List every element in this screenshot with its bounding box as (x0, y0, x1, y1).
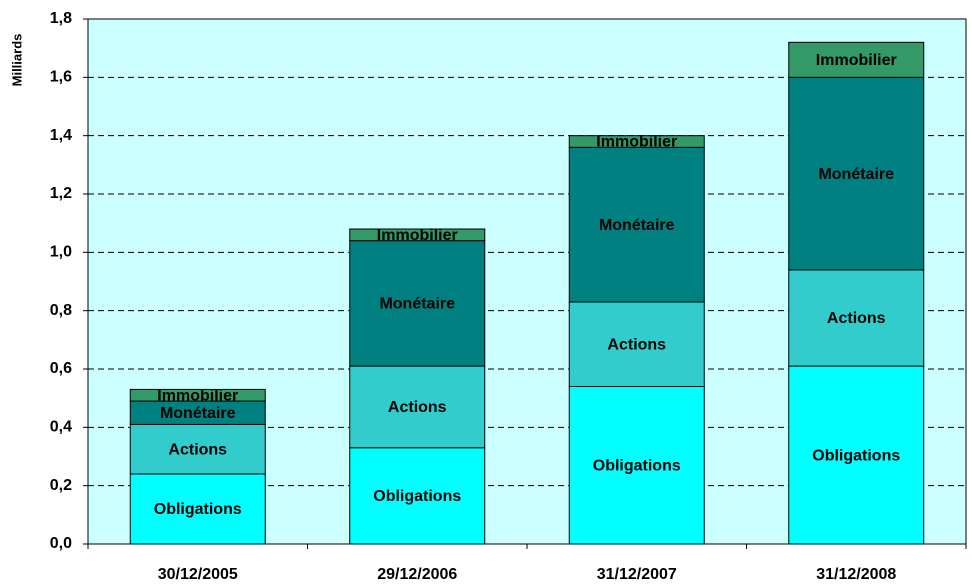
segment-label: Immobilier (377, 227, 458, 244)
x-tick-label: 31/12/2007 (597, 566, 677, 583)
bar-segment (349, 228, 486, 242)
segment-label: Obligations (373, 488, 461, 505)
bar-segment (568, 135, 705, 148)
bar-segment (788, 269, 925, 367)
bar-segment (788, 365, 925, 545)
y-tick-label: 1,4 (50, 127, 72, 144)
segment-label: Obligations (154, 501, 242, 518)
y-tick-label: 1,8 (50, 10, 72, 27)
segment-label: Immobilier (157, 387, 238, 404)
segment-label: Monétaire (818, 166, 894, 183)
y-tick-label: 1,6 (50, 69, 72, 86)
bar-segment (788, 41, 925, 78)
bar-segment (349, 447, 486, 545)
segment-label: Actions (168, 441, 227, 458)
y-tick-label: 0,6 (50, 360, 72, 377)
y-tick-label: 0,0 (50, 535, 72, 552)
y-tick-label: 0,2 (50, 477, 72, 494)
segment-label: Obligations (812, 447, 900, 464)
segment-label: Actions (827, 310, 886, 327)
bar-segment (129, 388, 266, 402)
y-tick-label: 0,8 (50, 302, 72, 319)
y-tick-label: 0,4 (50, 419, 72, 436)
x-tick-label: 30/12/2005 (158, 566, 238, 583)
y-tick-label: 1,2 (50, 185, 72, 202)
bar-segment (568, 146, 705, 303)
bar-segment (568, 301, 705, 387)
bar-segment (349, 365, 486, 449)
segment-label: Obligations (593, 457, 681, 474)
bar-segment (129, 423, 266, 475)
segment-label: Monétaire (379, 296, 455, 313)
segment-label: Immobilier (816, 52, 897, 69)
x-tick-label: 31/12/2008 (816, 566, 896, 583)
bar-segment (568, 386, 705, 545)
segment-label: Monétaire (599, 217, 675, 234)
segment-label: Actions (607, 336, 666, 353)
bar-segment (349, 240, 486, 367)
y-tick-label: 1,0 (50, 244, 72, 261)
x-tick-label: 29/12/2006 (377, 566, 457, 583)
segment-label: Immobilier (596, 134, 677, 151)
segment-label: Actions (388, 399, 447, 416)
y-axis-label: Milliards (9, 34, 24, 87)
segment-label: Monétaire (160, 405, 236, 422)
bar-segment (129, 473, 266, 545)
bar-segment (788, 76, 925, 271)
